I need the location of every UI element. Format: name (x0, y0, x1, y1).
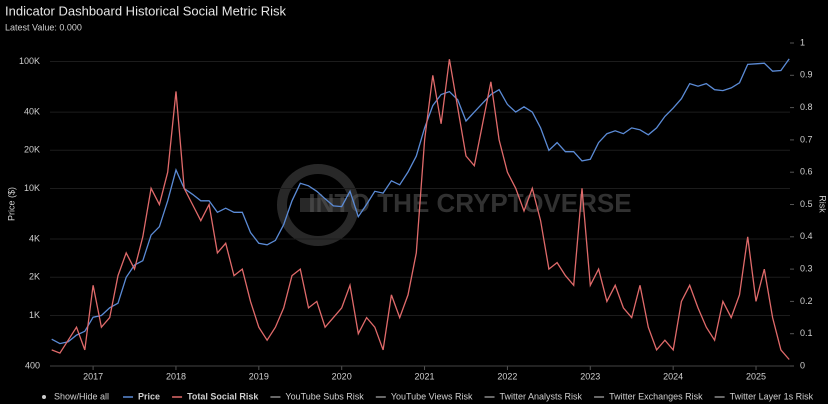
legend-label[interactable]: Twitter Analysts Risk (500, 391, 583, 401)
y-tick-label: 1K (29, 310, 40, 320)
x-tick-label: 2025 (746, 371, 766, 381)
y-tick-label: 400 (25, 360, 40, 370)
x-tick-label: 2019 (249, 371, 269, 381)
legend-label[interactable]: YouTube Views Risk (391, 391, 473, 401)
y-tick-label: 20K (24, 145, 40, 155)
chart-subtitle: Latest Value: 0.000 (5, 22, 82, 32)
legend: Show/Hide all Price Total Social Risk YouTu… (42, 391, 814, 401)
legend-label[interactable]: Total Social Risk (187, 391, 259, 401)
y2-tick-label: 0.8 (800, 102, 813, 112)
y2-tick-label: 0.1 (800, 328, 813, 338)
watermark: INTO THE CRYPTOVERSE (308, 188, 631, 218)
y2-tick-label: 0.9 (800, 70, 813, 80)
x-tick-label: 2021 (415, 371, 435, 381)
x-tick-label: 2022 (497, 371, 517, 381)
legend-label[interactable]: Twitter Layer 1s Risk (730, 391, 814, 401)
x-tick-label: 2024 (663, 371, 683, 381)
series-line (51, 59, 790, 360)
y2-tick-label: 0.3 (800, 263, 813, 273)
x-tick-label: 2023 (580, 371, 600, 381)
chart-title: Indicator Dashboard Historical Social Me… (5, 3, 287, 18)
legend-label[interactable]: YouTube Subs Risk (285, 391, 364, 401)
y2-tick-label: 1 (800, 37, 805, 47)
y2-axis-title: Risk (818, 195, 828, 213)
legend-toggle[interactable]: Show/Hide all (54, 391, 109, 401)
x-tick-label: 2020 (332, 371, 352, 381)
legend-label[interactable]: Price (138, 391, 160, 401)
y-axis-title: Price ($) (6, 187, 16, 221)
y2-tick-label: 0 (800, 360, 805, 370)
y-tick-label: 10K (24, 183, 40, 193)
y-tick-label: 100K (19, 56, 40, 66)
series-line (51, 58, 790, 345)
x-tick-label: 2018 (166, 371, 186, 381)
y2-tick-label: 0.4 (800, 231, 813, 241)
logo-bar (300, 198, 350, 212)
y-tick-label: 4K (29, 233, 40, 243)
y2-tick-label: 0.7 (800, 134, 813, 144)
y-tick-label: 40K (24, 106, 40, 116)
y2-tick-label: 0.5 (800, 199, 813, 209)
legend-label[interactable]: Twitter Exchanges Risk (609, 391, 703, 401)
x-tick-label: 2017 (83, 371, 103, 381)
legend-toggle-dot (42, 395, 46, 399)
y2-tick-label: 0.6 (800, 167, 813, 177)
y-tick-label: 2K (29, 272, 40, 282)
y2-tick-label: 0.2 (800, 296, 813, 306)
